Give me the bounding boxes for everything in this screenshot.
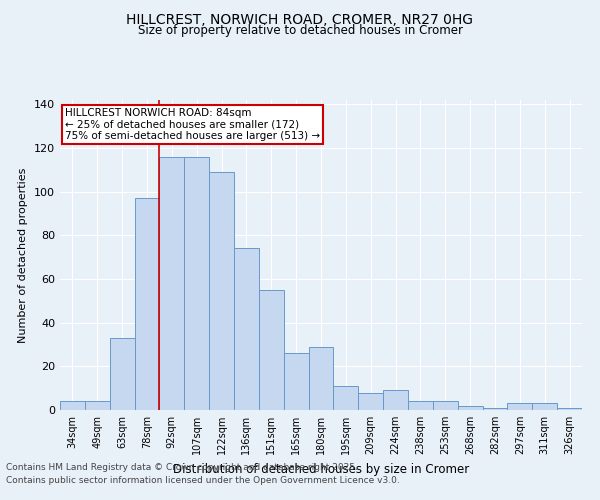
Bar <box>308 346 334 410</box>
Bar <box>408 402 433 410</box>
Bar <box>284 353 308 410</box>
Text: Contains HM Land Registry data © Crown copyright and database right 2025.: Contains HM Land Registry data © Crown c… <box>6 464 358 472</box>
Text: Size of property relative to detached houses in Cromer: Size of property relative to detached ho… <box>137 24 463 37</box>
Bar <box>184 157 209 410</box>
Bar <box>334 386 358 410</box>
Bar <box>134 198 160 410</box>
Text: HILLCREST NORWICH ROAD: 84sqm
← 25% of detached houses are smaller (172)
75% of : HILLCREST NORWICH ROAD: 84sqm ← 25% of d… <box>65 108 320 141</box>
Bar <box>508 404 532 410</box>
Bar <box>482 408 508 410</box>
Bar <box>160 157 184 410</box>
Text: HILLCREST, NORWICH ROAD, CROMER, NR27 0HG: HILLCREST, NORWICH ROAD, CROMER, NR27 0H… <box>127 12 473 26</box>
Bar <box>85 402 110 410</box>
Bar <box>433 402 458 410</box>
Bar <box>60 402 85 410</box>
Bar <box>259 290 284 410</box>
Bar <box>110 338 134 410</box>
Bar <box>209 172 234 410</box>
Bar <box>458 406 482 410</box>
Text: Contains public sector information licensed under the Open Government Licence v3: Contains public sector information licen… <box>6 476 400 485</box>
Bar <box>234 248 259 410</box>
Bar <box>358 392 383 410</box>
Bar <box>532 404 557 410</box>
Y-axis label: Number of detached properties: Number of detached properties <box>19 168 28 342</box>
Bar <box>383 390 408 410</box>
X-axis label: Distribution of detached houses by size in Cromer: Distribution of detached houses by size … <box>173 462 469 475</box>
Bar <box>557 408 582 410</box>
